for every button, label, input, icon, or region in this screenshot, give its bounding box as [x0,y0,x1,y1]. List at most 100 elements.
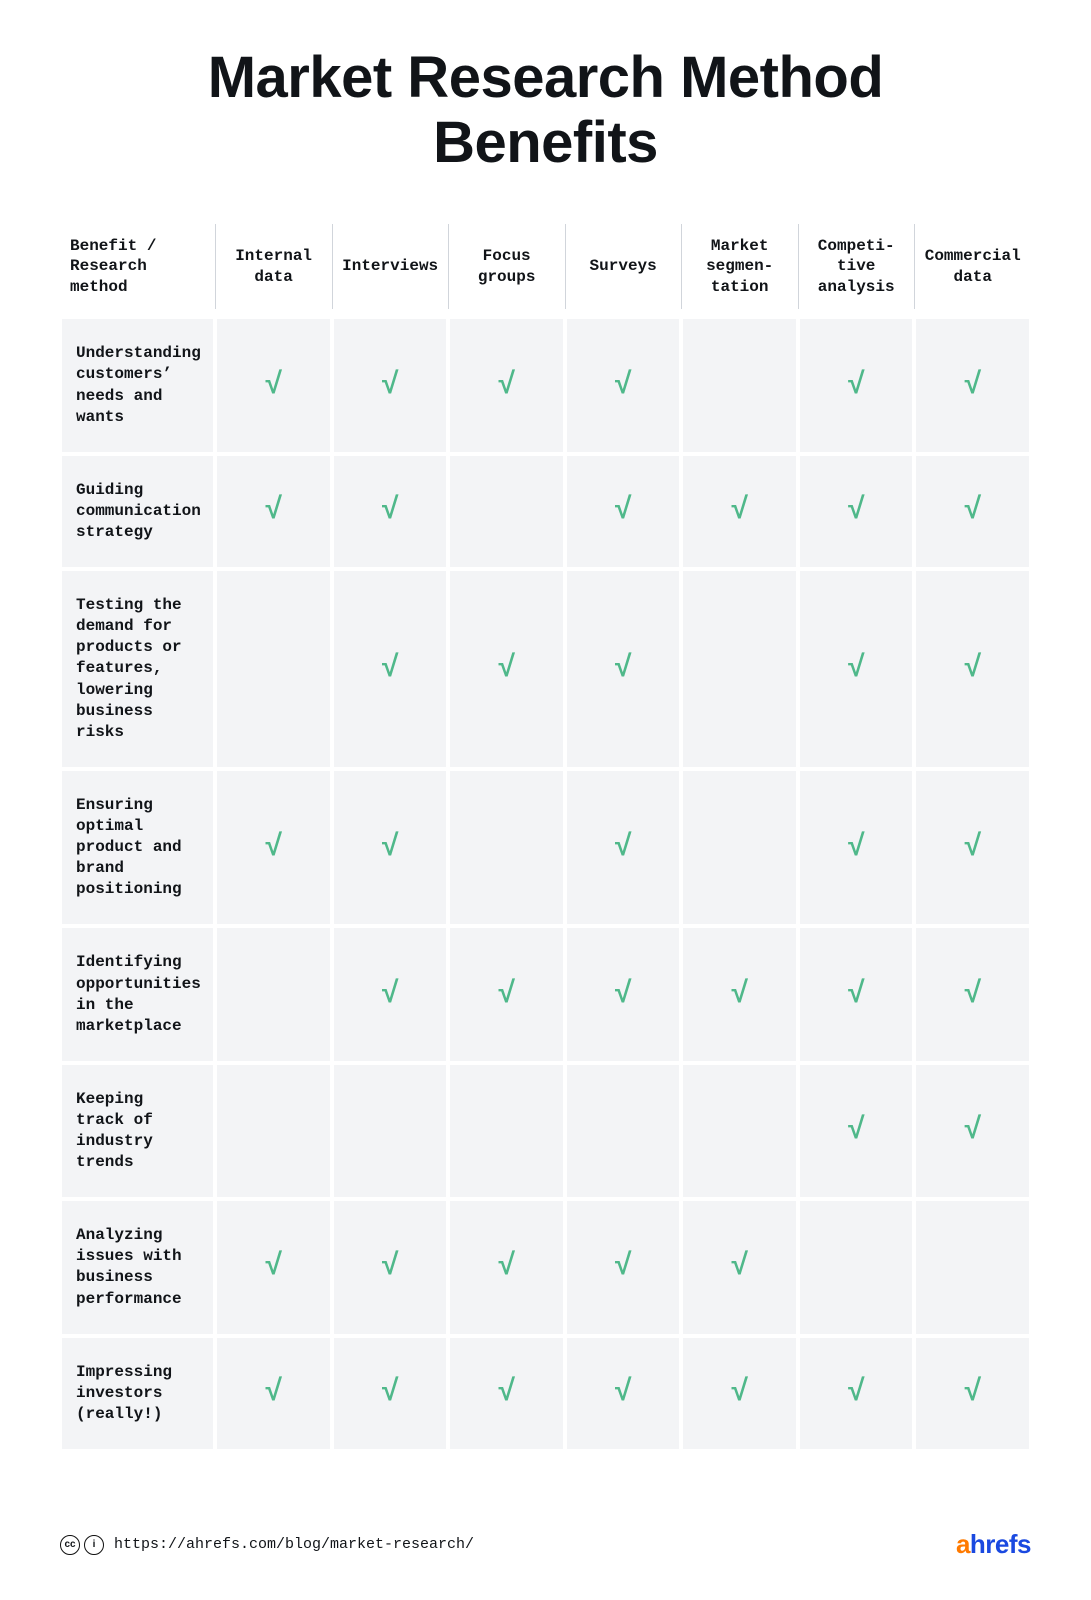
check-icon: √ [498,652,516,686]
table-row: Identifying opportunities in the marketp… [60,926,1031,1062]
row-label: Analyzing issues with business performan… [60,1199,215,1335]
check-icon: √ [847,978,865,1012]
table-row: Understanding customers’ needs and wants… [60,317,1031,453]
check-cell: √ [332,454,449,569]
check-icon: √ [614,1250,632,1284]
check-icon: √ [731,494,749,528]
ahrefs-logo-accent: a [956,1529,970,1559]
empty-cell [914,1199,1031,1335]
check-cell: √ [332,926,449,1062]
table-row: Keeping track of industry trends √ √ [60,1063,1031,1199]
check-cell: √ [215,769,332,927]
check-icon: √ [614,978,632,1012]
check-icon: √ [265,1376,283,1410]
col-header-competitive-analysis: Competi­tive analysis [798,216,915,317]
cc-icon: cc [60,1535,80,1555]
check-cell: √ [565,769,682,927]
col-header-interviews: Inter­views [332,216,449,317]
check-cell: √ [798,317,915,453]
check-cell: √ [565,926,682,1062]
check-icon: √ [847,369,865,403]
row-label: Keeping track of industry trends [60,1063,215,1199]
check-icon: √ [265,369,283,403]
empty-cell [215,1063,332,1199]
check-icon: √ [847,831,865,865]
check-icon: √ [381,1250,399,1284]
check-cell: √ [681,454,798,569]
ahrefs-logo-text: hrefs [970,1529,1031,1559]
table-row: Impressing investors (really!)√√√√√√√ [60,1336,1031,1451]
check-icon: √ [731,1376,749,1410]
benefits-table: Benefit / Research method Internal data … [60,216,1031,1451]
col-header-surveys: Surveys [565,216,682,317]
check-icon: √ [381,494,399,528]
check-icon: √ [964,831,982,865]
check-cell: √ [914,317,1031,453]
check-icon: √ [265,831,283,865]
check-icon: √ [731,978,749,1012]
empty-cell [448,1063,565,1199]
empty-cell [565,1063,682,1199]
benefits-thead: Benefit / Research method Internal data … [60,216,1031,317]
source-url: https://ahrefs.com/blog/market-research/ [114,1536,474,1553]
check-cell: √ [215,454,332,569]
table-row: Analyzing issues with business performan… [60,1199,1031,1335]
check-cell: √ [565,1199,682,1335]
check-icon: √ [614,369,632,403]
empty-cell [798,1199,915,1335]
table-row: Guiding communication strategy√√√√√√ [60,454,1031,569]
check-cell: √ [565,569,682,769]
check-icon: √ [381,978,399,1012]
check-cell: √ [914,769,1031,927]
check-cell: √ [914,1063,1031,1199]
check-icon: √ [847,1376,865,1410]
table-row: Testing the demand for products or featu… [60,569,1031,769]
benefits-tbody: Understanding customers’ needs and wants… [60,317,1031,1451]
check-icon: √ [614,494,632,528]
check-cell: √ [215,1336,332,1451]
check-cell: √ [448,569,565,769]
check-cell: √ [448,317,565,453]
check-cell: √ [798,769,915,927]
check-cell: √ [798,1063,915,1199]
check-cell: √ [215,317,332,453]
empty-cell [681,769,798,927]
check-icon: √ [498,1376,516,1410]
ahrefs-logo: ahrefs [956,1529,1031,1560]
check-icon: √ [498,369,516,403]
row-label: Identifying opportunities in the marketp… [60,926,215,1062]
footer-left: cc i https://ahrefs.com/blog/market-rese… [60,1535,474,1555]
check-icon: √ [265,494,283,528]
check-cell: √ [215,1199,332,1335]
benefits-table-wrap: Benefit / Research method Internal data … [60,216,1031,1499]
check-icon: √ [381,652,399,686]
check-cell: √ [681,1199,798,1335]
check-icon: √ [964,1376,982,1410]
empty-cell [215,569,332,769]
check-icon: √ [964,1114,982,1148]
table-row: Ensuring optimal product and brand posit… [60,769,1031,927]
check-cell: √ [914,454,1031,569]
check-icon: √ [498,978,516,1012]
check-cell: √ [448,926,565,1062]
check-icon: √ [847,494,865,528]
col-header-commercial-data: Commercial data [914,216,1031,317]
page: Market Research Method Benefits Benefit … [0,0,1091,1600]
check-cell: √ [332,317,449,453]
empty-cell [448,454,565,569]
check-icon: √ [381,1376,399,1410]
col-header-focus-groups: Focus groups [448,216,565,317]
empty-cell [681,569,798,769]
check-cell: √ [332,1336,449,1451]
row-label: Ensuring optimal product and brand posit… [60,769,215,927]
check-cell: √ [565,317,682,453]
check-icon: √ [498,1250,516,1284]
check-icon: √ [964,494,982,528]
check-cell: √ [914,926,1031,1062]
header-row: Benefit / Research method Internal data … [60,216,1031,317]
check-icon: √ [265,1250,283,1284]
check-icon: √ [964,369,982,403]
check-cell: √ [681,926,798,1062]
check-cell: √ [798,1336,915,1451]
row-label: Impressing investors (really!) [60,1336,215,1451]
